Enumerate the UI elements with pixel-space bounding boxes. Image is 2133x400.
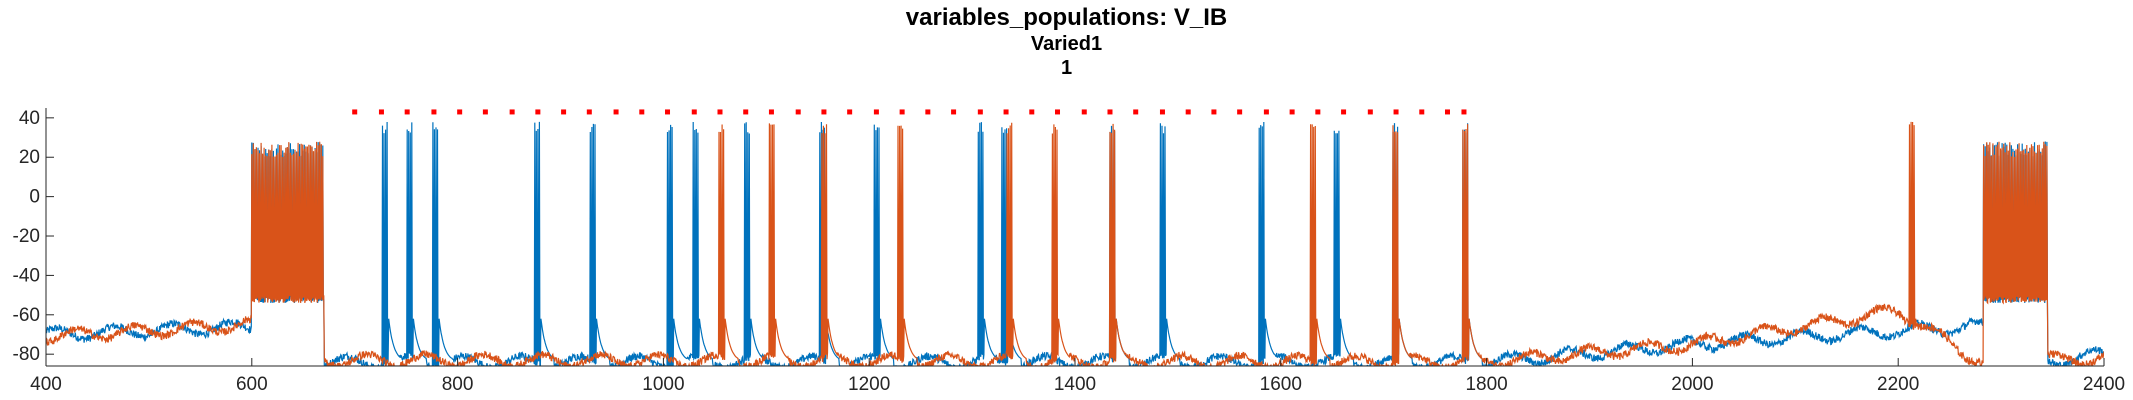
- y-tick-label: 20: [19, 147, 40, 168]
- raster-dot: [768, 109, 774, 115]
- raster-dot: [586, 109, 592, 115]
- plot-area: [46, 109, 2104, 366]
- raster-dot: [1444, 109, 1450, 115]
- raster-dot: [613, 109, 619, 115]
- raster-dot: [665, 109, 671, 115]
- raster-dot: [1081, 109, 1087, 115]
- y-tick-label: -80: [13, 344, 40, 365]
- raster-dot: [509, 109, 515, 115]
- series-line-2: [46, 121, 2104, 366]
- raster-dot: [457, 109, 463, 115]
- x-tick-label: 2400: [2083, 374, 2125, 395]
- raster-dot: [1237, 109, 1243, 115]
- raster-dot: [873, 109, 879, 115]
- raster-dot: [743, 109, 749, 115]
- raster-dot: [561, 109, 567, 115]
- figure-subtitle-2: 1: [1060, 57, 1073, 79]
- raster-dot: [1055, 109, 1061, 115]
- raster-dot: [795, 109, 801, 115]
- raster-dot: [639, 109, 645, 115]
- x-tick-label: 400: [30, 374, 62, 395]
- y-tick-label: -60: [13, 305, 40, 326]
- raster-dot: [431, 109, 437, 115]
- raster-dot: [352, 109, 358, 115]
- figure-titles: variables_populations: V_IB Varied1 1: [0, 4, 2133, 80]
- raster-dot: [925, 109, 931, 115]
- raster-dot: [1185, 109, 1191, 115]
- x-tick-label: 1000: [642, 374, 684, 395]
- x-tick-label: 800: [442, 374, 474, 395]
- raster-dot: [1263, 109, 1269, 115]
- raster-dot: [691, 109, 697, 115]
- x-tick-label: 2200: [1877, 374, 1919, 395]
- y-tick-label: 0: [29, 187, 40, 208]
- raster-dot: [1133, 109, 1139, 115]
- x-tick-label: 1400: [1054, 374, 1096, 395]
- raster-dot: [1393, 109, 1399, 115]
- raster-dot: [1367, 109, 1373, 115]
- x-tick-label: 2000: [1671, 374, 1713, 395]
- x-tick-label: 1800: [1465, 374, 1507, 395]
- y-tick-label: -20: [13, 226, 40, 247]
- raster-dot: [1003, 109, 1009, 115]
- raster-dot: [378, 109, 384, 115]
- x-tick-label: 1600: [1260, 374, 1302, 395]
- raster-dot: [717, 109, 723, 115]
- raster-dot: [482, 109, 488, 115]
- raster-dot: [899, 109, 905, 115]
- raster-dot: [1159, 109, 1165, 115]
- raster-dot: [404, 109, 410, 115]
- raster-dot: [1341, 109, 1347, 115]
- raster-dot: [1461, 109, 1467, 115]
- raster-dot: [535, 109, 541, 115]
- raster-dot: [951, 109, 957, 115]
- x-tick-label: 600: [236, 374, 268, 395]
- y-tick-label: -40: [13, 265, 40, 286]
- raster-dot: [977, 109, 983, 115]
- raster-dot: [1107, 109, 1113, 115]
- raster-dot: [1289, 109, 1295, 115]
- raster-dot: [1211, 109, 1217, 115]
- raster-dot: [1029, 109, 1035, 115]
- figure-title: variables_populations: V_IB: [905, 4, 1228, 31]
- raster-dot: [1315, 109, 1321, 115]
- x-tick-label: 1200: [848, 374, 890, 395]
- raster-dot: [821, 109, 827, 115]
- raster-dot: [1419, 109, 1425, 115]
- y-tick-label: 40: [19, 108, 40, 129]
- raster-dot: [847, 109, 853, 115]
- series-line-1: [46, 121, 2104, 366]
- figure-subtitle-1: Varied1: [1030, 33, 1103, 55]
